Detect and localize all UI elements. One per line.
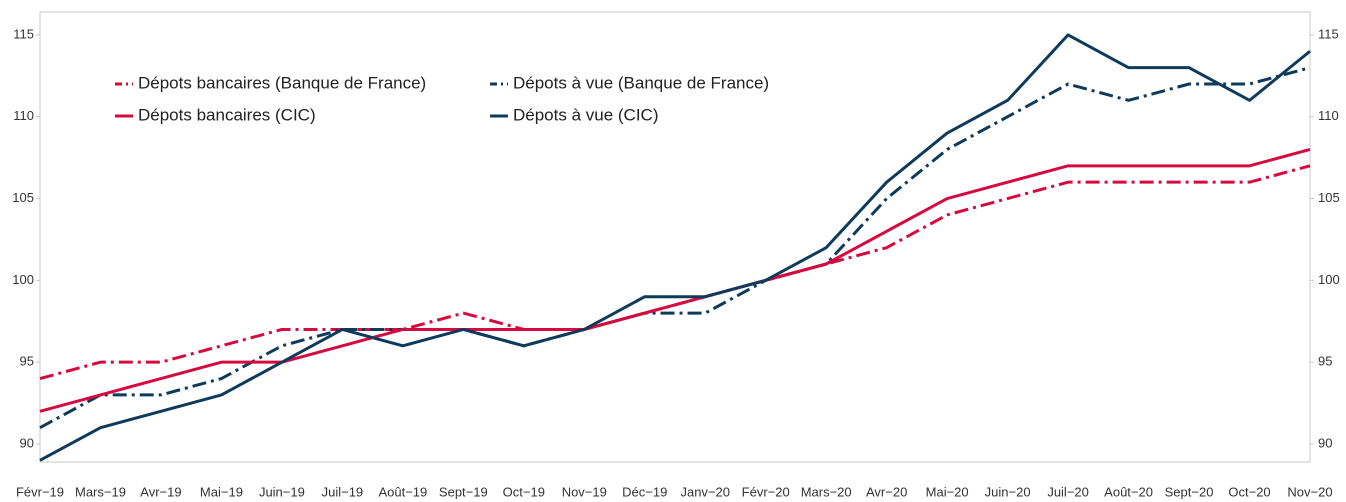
legend-label: Dépots à vue (Banque de France): [513, 73, 769, 92]
legend-label: Dépots bancaires (CIC): [138, 105, 316, 124]
y2-tick-label: 110: [1318, 108, 1339, 123]
x-tick-label: Juil−19: [322, 484, 364, 499]
y-tick-label: 90: [20, 435, 34, 450]
y2-tick-label: 100: [1318, 272, 1340, 287]
y-tick-label: 105: [12, 190, 34, 205]
x-tick-label: Mai−20: [926, 484, 969, 499]
plot-frame: [39, 11, 1311, 463]
x-tick-label: Juin−20: [985, 484, 1031, 499]
legend-label: Dépots à vue (CIC): [513, 105, 659, 124]
y-tick-label: 100: [12, 272, 34, 287]
legend-label: Dépots bancaires (Banque de France): [138, 73, 426, 92]
x-tick-label: Juin−19: [259, 484, 305, 499]
x-tick-label: Juil−20: [1047, 484, 1089, 499]
x-tick-label: Oct−19: [503, 484, 545, 499]
y2-tick-label: 105: [1318, 190, 1340, 205]
x-tick-label: Oct−20: [1228, 484, 1270, 499]
y-tick-label: 110: [13, 108, 34, 123]
y2-tick-label: 95: [1318, 354, 1332, 369]
y2-tick-label: 90: [1318, 435, 1332, 450]
x-tick-label: Nov−19: [562, 484, 607, 499]
x-tick-label: Nov−20: [1287, 484, 1332, 499]
line: [39, 33, 1311, 462]
y-tick-label: 95: [20, 354, 34, 369]
line: [39, 164, 1311, 380]
line: [39, 148, 1311, 413]
y-tick-label: 115: [13, 26, 34, 41]
x-tick-label: Sept−20: [1165, 484, 1214, 499]
x-tick-label: Févr−20: [742, 484, 790, 499]
x-tick-label: Janv−20: [680, 484, 730, 499]
x-tick-label: Mars−19: [75, 484, 126, 499]
x-tick-label: Avr−19: [140, 484, 181, 499]
y2-tick-label: 115: [1318, 26, 1339, 41]
x-tick-label: Août−20: [1104, 484, 1153, 499]
x-tick-label: Août−19: [378, 484, 427, 499]
x-tick-label: Déc−19: [622, 484, 667, 499]
x-tick-label: Mai−19: [200, 484, 243, 499]
x-tick-label: Mars−20: [801, 484, 852, 499]
x-tick-label: Avr−20: [866, 484, 907, 499]
x-tick-label: Févr−19: [16, 484, 64, 499]
x-tick-label: Sept−19: [439, 484, 488, 499]
